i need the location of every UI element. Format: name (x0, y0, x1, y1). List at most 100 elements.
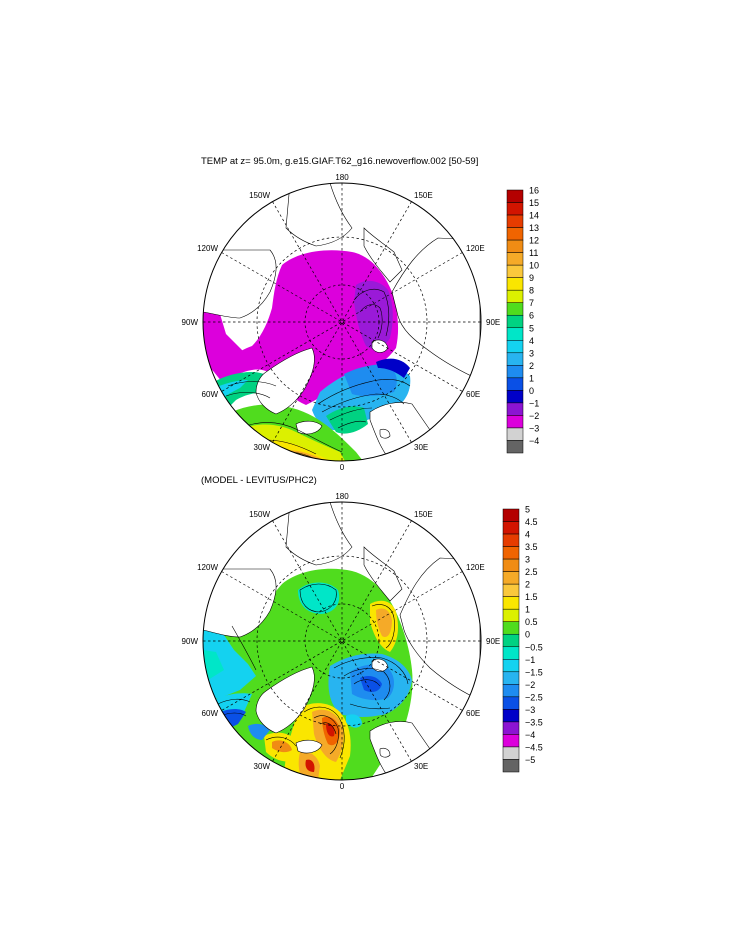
lon-label-60w-b: 60W (202, 709, 219, 718)
colorbar-label: 1 (529, 373, 534, 383)
colorbar-label: 3.5 (525, 542, 538, 552)
colorbar-label: 1 (525, 605, 530, 615)
colorbar-label: 4.5 (525, 517, 538, 527)
colorbar-label: −2 (529, 411, 539, 421)
iceland-land-2 (295, 739, 323, 754)
colorbar-swatch (506, 202, 524, 216)
colorbar-swatch (506, 264, 524, 278)
archipelago-field (203, 312, 248, 372)
colorbar-label: 14 (529, 211, 539, 221)
colorbar-swatch (502, 746, 520, 760)
lon-label-30w-b: 30W (254, 762, 271, 771)
lon-label-30w: 30W (254, 443, 271, 452)
greenland-land-2 (255, 666, 315, 734)
colorbar-swatch (502, 671, 520, 685)
colorbar-swatch (506, 427, 524, 441)
colorbar-label: −2.5 (525, 692, 543, 702)
colorbar-label: 16 (529, 186, 539, 196)
colorbar-label: 13 (529, 223, 539, 233)
colorbar-label: −4.5 (525, 742, 543, 752)
lon-label-90e-b: 90E (486, 637, 500, 646)
colorbar-label: −2 (525, 680, 535, 690)
lon-label-0: 0 (340, 463, 345, 472)
lon-label-120w: 120W (197, 244, 218, 253)
colorbar-swatch (506, 402, 524, 416)
panel1-title: TEMP at z= 95.0m, g.e15.GIAF.T62_g16.new… (201, 156, 479, 167)
panel2-title: (MODEL - LEVITUS/PHC2) (201, 475, 317, 486)
colorbar-swatch (506, 340, 524, 354)
lon-label-90w-b: 90W (182, 637, 199, 646)
lon-label-60e-b: 60E (466, 709, 480, 718)
colorbar-label: 0 (529, 386, 534, 396)
colorbar-swatch (506, 377, 524, 391)
colorbar-swatch (502, 684, 520, 698)
colorbar-label: 1.5 (525, 592, 538, 602)
colorbar-swatch (502, 583, 520, 597)
colorbar-swatch (506, 314, 524, 329)
lon-label-90w: 90W (182, 318, 199, 327)
colorbar-swatch (502, 759, 520, 773)
colorbar-swatch (502, 646, 520, 660)
colorbar-label: 4 (529, 336, 534, 346)
colorbar-label: 2 (529, 361, 534, 371)
colorbar-label: 3 (529, 348, 534, 358)
colorbar-label: −5 (525, 755, 535, 765)
lon-label-180-b: 180 (335, 492, 349, 501)
colorbar-swatch (506, 252, 524, 266)
lon-label-120w-b: 120W (197, 563, 218, 572)
colorbar-swatch (506, 227, 524, 241)
colorbar-label: −3 (525, 705, 535, 715)
colorbar-label: 12 (529, 236, 539, 246)
lon-label-150e: 150E (414, 191, 433, 200)
colorbar-label: 10 (529, 261, 539, 271)
colorbar-label: 6 (529, 311, 534, 321)
colorbar-swatch (502, 734, 520, 748)
eurasian-basin-field (354, 280, 393, 349)
colorbar-swatch (502, 696, 520, 710)
colorbar-swatch (506, 302, 524, 316)
colorbar-swatch (502, 596, 520, 610)
colorbar-swatch (502, 521, 520, 535)
colorbar-swatch (502, 659, 520, 673)
colorbar-swatch (506, 390, 524, 404)
colorbar-swatch (502, 709, 520, 723)
colorbar-swatch (506, 352, 524, 366)
lon-label-30e: 30E (414, 443, 428, 452)
colorbar-swatch (502, 533, 520, 547)
lon-label-120e-b: 120E (466, 563, 485, 572)
lon-label-150w-b: 150W (249, 510, 270, 519)
colorbar-swatch (506, 440, 524, 454)
colorbar-swatch (506, 189, 524, 203)
colorbar-swatch (502, 608, 520, 622)
colorbar-swatch (506, 277, 524, 291)
colorbar-swatch (502, 546, 520, 560)
colorbar-label: 0 (525, 630, 530, 640)
siberia-land (391, 237, 481, 381)
colorbar-swatch (506, 289, 524, 303)
colorbar-label: −3.5 (525, 717, 543, 727)
colorbar-label: 11 (529, 248, 538, 258)
lon-label-30e-b: 30E (414, 762, 428, 771)
lon-label-90e: 90E (486, 318, 500, 327)
lon-label-180: 180 (335, 173, 349, 182)
panel1-map: 180 0 90W 90E 150W 120W 150E 120E 60W 30… (182, 173, 501, 472)
colorbar-label: 4 (525, 530, 530, 540)
colorbar-label: 9 (529, 273, 534, 283)
greenland-land (255, 347, 315, 415)
colorbar-label: 15 (529, 198, 539, 208)
colorbar-swatch (502, 508, 520, 522)
colorbar-label: 3 (525, 555, 530, 565)
lon-label-60w: 60W (202, 390, 219, 399)
archipelago-cyan (203, 630, 256, 700)
colorbar-label: −1.5 (525, 667, 543, 677)
colorbar-label: −1 (529, 398, 539, 408)
colorbar-label: −4 (529, 436, 539, 446)
alaska-canada-land (203, 249, 277, 319)
lon-label-150e-b: 150E (414, 510, 433, 519)
colorbar-label: 8 (529, 286, 534, 296)
iceland-land (295, 420, 323, 435)
colorbar-swatch (506, 239, 524, 253)
arctic-basin-field (214, 250, 399, 405)
colorbar-swatch (502, 721, 520, 735)
